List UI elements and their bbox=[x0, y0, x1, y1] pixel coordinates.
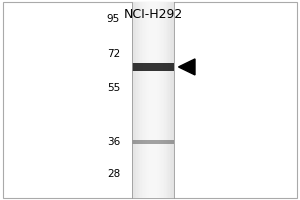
Bar bbox=[138, 2, 139, 198]
Bar bbox=[159, 2, 160, 198]
Bar bbox=[140, 2, 142, 198]
Text: NCI-H292: NCI-H292 bbox=[123, 7, 183, 21]
Bar bbox=[147, 2, 149, 198]
Bar bbox=[163, 2, 164, 198]
Bar bbox=[170, 2, 171, 198]
Bar bbox=[172, 2, 174, 198]
Bar bbox=[171, 2, 172, 198]
Bar bbox=[157, 2, 159, 198]
Bar bbox=[139, 2, 140, 198]
Bar bbox=[164, 2, 166, 198]
Bar bbox=[132, 63, 174, 71]
Bar bbox=[153, 2, 154, 198]
Bar bbox=[146, 2, 147, 198]
Bar bbox=[132, 2, 174, 198]
Text: 72: 72 bbox=[107, 49, 120, 59]
Text: 55: 55 bbox=[107, 83, 120, 93]
Bar bbox=[167, 2, 168, 198]
Bar bbox=[160, 2, 161, 198]
Bar bbox=[166, 2, 167, 198]
Bar bbox=[136, 2, 138, 198]
Bar bbox=[150, 2, 152, 198]
Bar bbox=[152, 2, 153, 198]
Bar bbox=[156, 2, 157, 198]
Bar bbox=[145, 2, 146, 198]
Bar bbox=[154, 2, 156, 198]
Bar bbox=[142, 2, 143, 198]
Bar bbox=[135, 2, 136, 198]
Bar bbox=[168, 2, 170, 198]
Bar bbox=[143, 2, 145, 198]
Bar bbox=[161, 2, 163, 198]
Bar bbox=[149, 2, 150, 198]
Bar bbox=[132, 2, 134, 198]
Text: 28: 28 bbox=[107, 169, 120, 179]
Text: 36: 36 bbox=[107, 137, 120, 147]
Bar bbox=[132, 140, 174, 144]
Text: 95: 95 bbox=[107, 14, 120, 24]
Bar bbox=[134, 2, 135, 198]
Polygon shape bbox=[178, 59, 195, 75]
